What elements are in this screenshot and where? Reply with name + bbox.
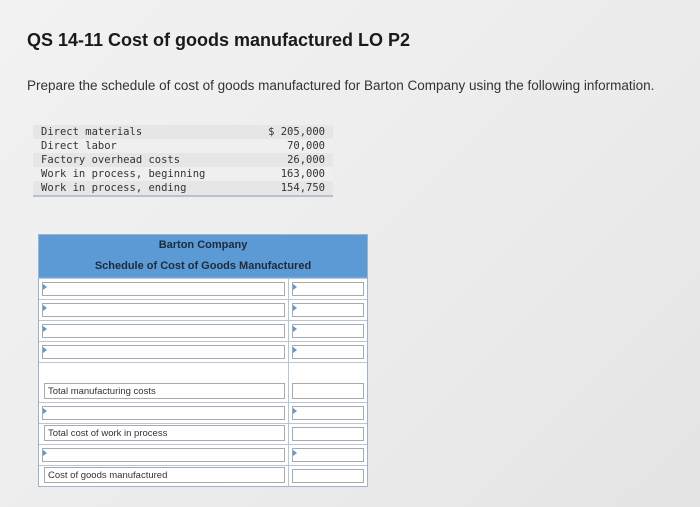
total-manufacturing-row: Total manufacturing costs — [39, 362, 367, 402]
info-value: 154,750 — [280, 182, 325, 194]
account-select[interactable] — [42, 282, 285, 296]
given-information-table: Direct materials $ 205,000 Direct labor … — [33, 125, 333, 197]
info-row-factory-overhead: Factory overhead costs 26,000 — [33, 153, 333, 167]
account-select[interactable] — [42, 406, 285, 420]
company-name: Barton Company — [158, 239, 248, 251]
amount-input[interactable] — [292, 448, 364, 462]
info-label: Direct labor — [41, 140, 117, 152]
account-select[interactable] — [42, 303, 285, 317]
schedule-row — [39, 320, 367, 341]
cogm-row: Cost of goods manufactured — [39, 465, 367, 486]
question-title: QS 14-11 Cost of goods manufactured LO P… — [27, 30, 411, 50]
schedule-row — [39, 278, 367, 299]
account-select[interactable] — [42, 324, 285, 338]
info-value: 26,000 — [287, 154, 325, 166]
amount-input[interactable] — [292, 303, 364, 317]
info-row-direct-labor: Direct labor 70,000 — [33, 139, 333, 153]
info-row-direct-materials: Direct materials $ 205,000 — [33, 125, 333, 139]
total-wip-label: Total cost of work in process — [44, 425, 285, 441]
schedule-row — [39, 444, 367, 465]
amount-input[interactable] — [292, 282, 364, 296]
info-label: Factory overhead costs — [41, 154, 181, 166]
account-select[interactable] — [42, 448, 285, 462]
total-manufacturing-input[interactable] — [292, 383, 364, 399]
instructions-text: Prepare the schedule of cost of goods ma… — [27, 78, 655, 93]
schedule-row — [39, 299, 367, 320]
total-manufacturing-label: Total manufacturing costs — [44, 383, 285, 399]
amount-input[interactable] — [292, 345, 364, 359]
info-value: 70,000 — [287, 140, 325, 152]
total-wip-input[interactable] — [292, 427, 364, 441]
schedule-row — [39, 402, 367, 423]
info-label: Direct materials — [41, 126, 143, 138]
info-label: Work in process, ending — [41, 182, 187, 194]
cogm-label: Cost of goods manufactured — [44, 467, 285, 483]
info-row-wip-beginning: Work in process, beginning 163,000 — [33, 167, 333, 181]
cogm-input[interactable] — [292, 469, 364, 483]
info-label: Work in process, beginning — [41, 168, 206, 180]
schedule-subtitle: Schedule of Cost of Goods Manufactured — [94, 260, 312, 272]
account-select[interactable] — [42, 345, 285, 359]
amount-input[interactable] — [292, 406, 364, 420]
schedule-header: Barton Company Schedule of Cost of Goods… — [39, 235, 367, 278]
info-value: $ 205,000 — [268, 126, 325, 138]
amount-input[interactable] — [292, 324, 364, 338]
schedule-worksheet: Barton Company Schedule of Cost of Goods… — [38, 234, 368, 487]
info-row-wip-ending: Work in process, ending 154,750 — [33, 181, 333, 195]
schedule-row — [39, 341, 367, 362]
info-value: 163,000 — [280, 168, 325, 180]
total-wip-row: Total cost of work in process — [39, 423, 367, 444]
